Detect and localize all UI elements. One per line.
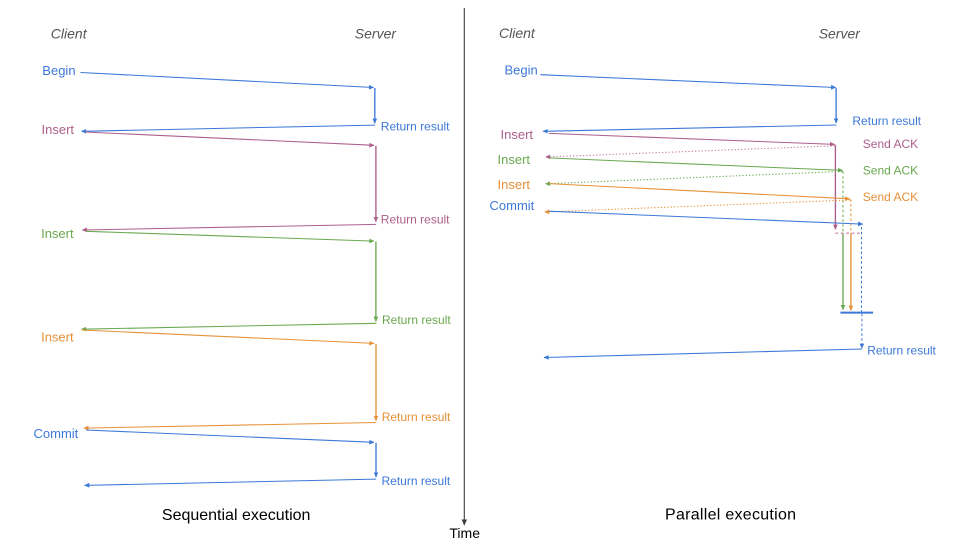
svg-text:Return result: Return result (381, 212, 450, 226)
svg-text:Return result: Return result (382, 410, 451, 424)
svg-text:Send ACK: Send ACK (863, 137, 918, 151)
svg-text:Return result: Return result (381, 120, 450, 134)
svg-text:Insert: Insert (41, 329, 74, 344)
svg-text:Client: Client (51, 26, 88, 42)
svg-text:Return result: Return result (852, 114, 921, 128)
svg-text:Time: Time (449, 525, 480, 540)
svg-text:Insert: Insert (501, 127, 534, 142)
svg-text:Server: Server (819, 26, 862, 42)
svg-text:Send ACK: Send ACK (863, 190, 918, 204)
svg-text:Sequential execution: Sequential execution (162, 507, 311, 524)
svg-text:Client: Client (499, 25, 536, 41)
svg-text:Insert: Insert (498, 177, 531, 192)
svg-text:Begin: Begin (505, 63, 538, 78)
svg-text:Insert: Insert (41, 226, 74, 241)
svg-text:Server: Server (355, 26, 398, 42)
svg-text:Commit: Commit (34, 426, 79, 441)
svg-text:Commit: Commit (490, 198, 535, 213)
svg-text:Return result: Return result (382, 474, 451, 488)
svg-text:Return result: Return result (867, 343, 936, 357)
svg-text:Begin: Begin (42, 63, 75, 78)
svg-text:Insert: Insert (42, 122, 75, 137)
svg-text:Return result: Return result (382, 313, 451, 327)
svg-text:Insert: Insert (498, 152, 531, 167)
svg-text:Send ACK: Send ACK (863, 163, 918, 177)
svg-text:Parallel execution: Parallel execution (665, 507, 796, 524)
